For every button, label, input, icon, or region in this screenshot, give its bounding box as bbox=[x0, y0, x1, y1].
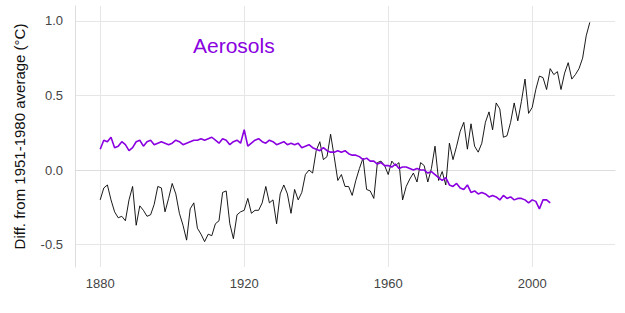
svg-text:Aerosols: Aerosols bbox=[193, 34, 275, 57]
svg-text:Diff. from 1951-1980 average (: Diff. from 1951-1980 average (°C) bbox=[11, 24, 28, 250]
svg-text:0.0: 0.0 bbox=[45, 163, 63, 178]
svg-text:1880: 1880 bbox=[86, 276, 115, 291]
svg-text:1.0: 1.0 bbox=[45, 13, 63, 28]
svg-text:-0.5: -0.5 bbox=[41, 237, 63, 252]
svg-text:1920: 1920 bbox=[230, 276, 259, 291]
svg-text:2000: 2000 bbox=[518, 276, 547, 291]
svg-text:1960: 1960 bbox=[374, 276, 403, 291]
svg-text:0.5: 0.5 bbox=[45, 88, 63, 103]
